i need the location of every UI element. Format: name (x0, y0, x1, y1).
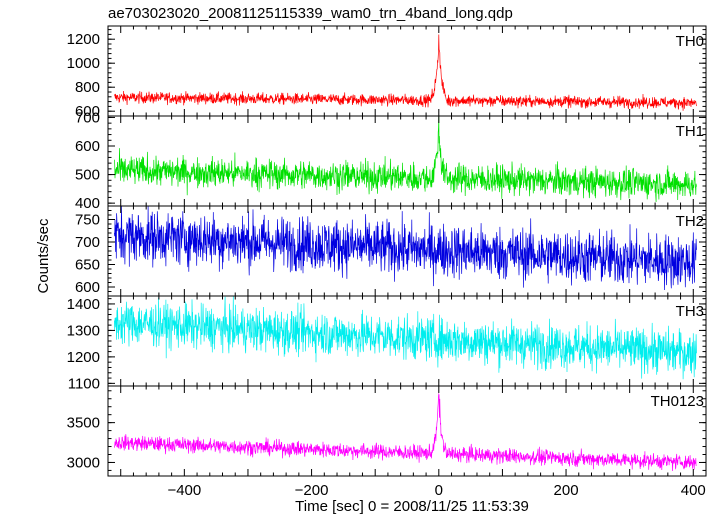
chart-title: ae703023020_20081125115339_wam0_trn_4ban… (108, 5, 513, 22)
x-axis-title: Time [sec] 0 = 2008/11/25 11:53:39 (295, 498, 529, 515)
panel-th3: 1100 1200 1300 1400 TH3 (67, 295, 707, 392)
y-tick-label: 700 (75, 234, 100, 251)
x-tick-label: −400 (167, 482, 201, 499)
panel-th2: 600 650 700 750 TH2 (75, 205, 707, 297)
panel-label: TH2 (676, 213, 704, 230)
series-line-th1 (114, 116, 697, 203)
y-tick-label: 3500 (67, 415, 100, 432)
y-tick-label: 1200 (67, 31, 100, 48)
y-tick-label: 600 (75, 138, 100, 155)
panel-label: TH3 (676, 303, 704, 320)
y-tick-label: 650 (75, 257, 100, 274)
y-tick-label: 800 (75, 79, 100, 96)
x-tick-label: −200 (295, 482, 329, 499)
x-tick-label: 200 (554, 482, 579, 499)
series-line-th0 (114, 34, 697, 111)
y-tick-label: 1000 (67, 55, 100, 72)
panel-th1: 400 500 600 700 TH1 (75, 109, 707, 212)
y-tick-label: 1400 (67, 296, 100, 313)
panel-label: TH1 (676, 123, 704, 140)
panel-label: TH0 (676, 33, 704, 50)
series-line-th2 (114, 206, 697, 291)
y-tick-label: 500 (75, 167, 100, 184)
y-tick-label: 1300 (67, 322, 100, 339)
panel-frame (107, 385, 707, 477)
x-axis: −400 −200 0 200 400 (167, 482, 705, 499)
y-tick-label: 400 (75, 195, 100, 212)
y-tick-label: 3000 (67, 454, 100, 471)
series-line-th0123 (114, 392, 697, 472)
panel-th0: 600 800 1000 1200 TH0 (67, 25, 707, 120)
y-tick-label: 1100 (68, 375, 100, 392)
y-tick-label: 600 (75, 103, 100, 120)
y-axis-title: Counts/sec (35, 218, 52, 294)
series-line-th3 (114, 296, 697, 380)
panel-th0123: 3000 3500 TH0123 (67, 385, 707, 477)
y-tick-label: 600 (75, 279, 100, 296)
x-tick-label: 400 (681, 482, 706, 499)
y-tick-label: 1200 (67, 349, 100, 366)
panel-label: TH0123 (651, 393, 704, 410)
y-tick-label: 700 (75, 109, 100, 126)
y-tick-label: 750 (75, 212, 100, 229)
x-tick-label: 0 (435, 482, 443, 499)
